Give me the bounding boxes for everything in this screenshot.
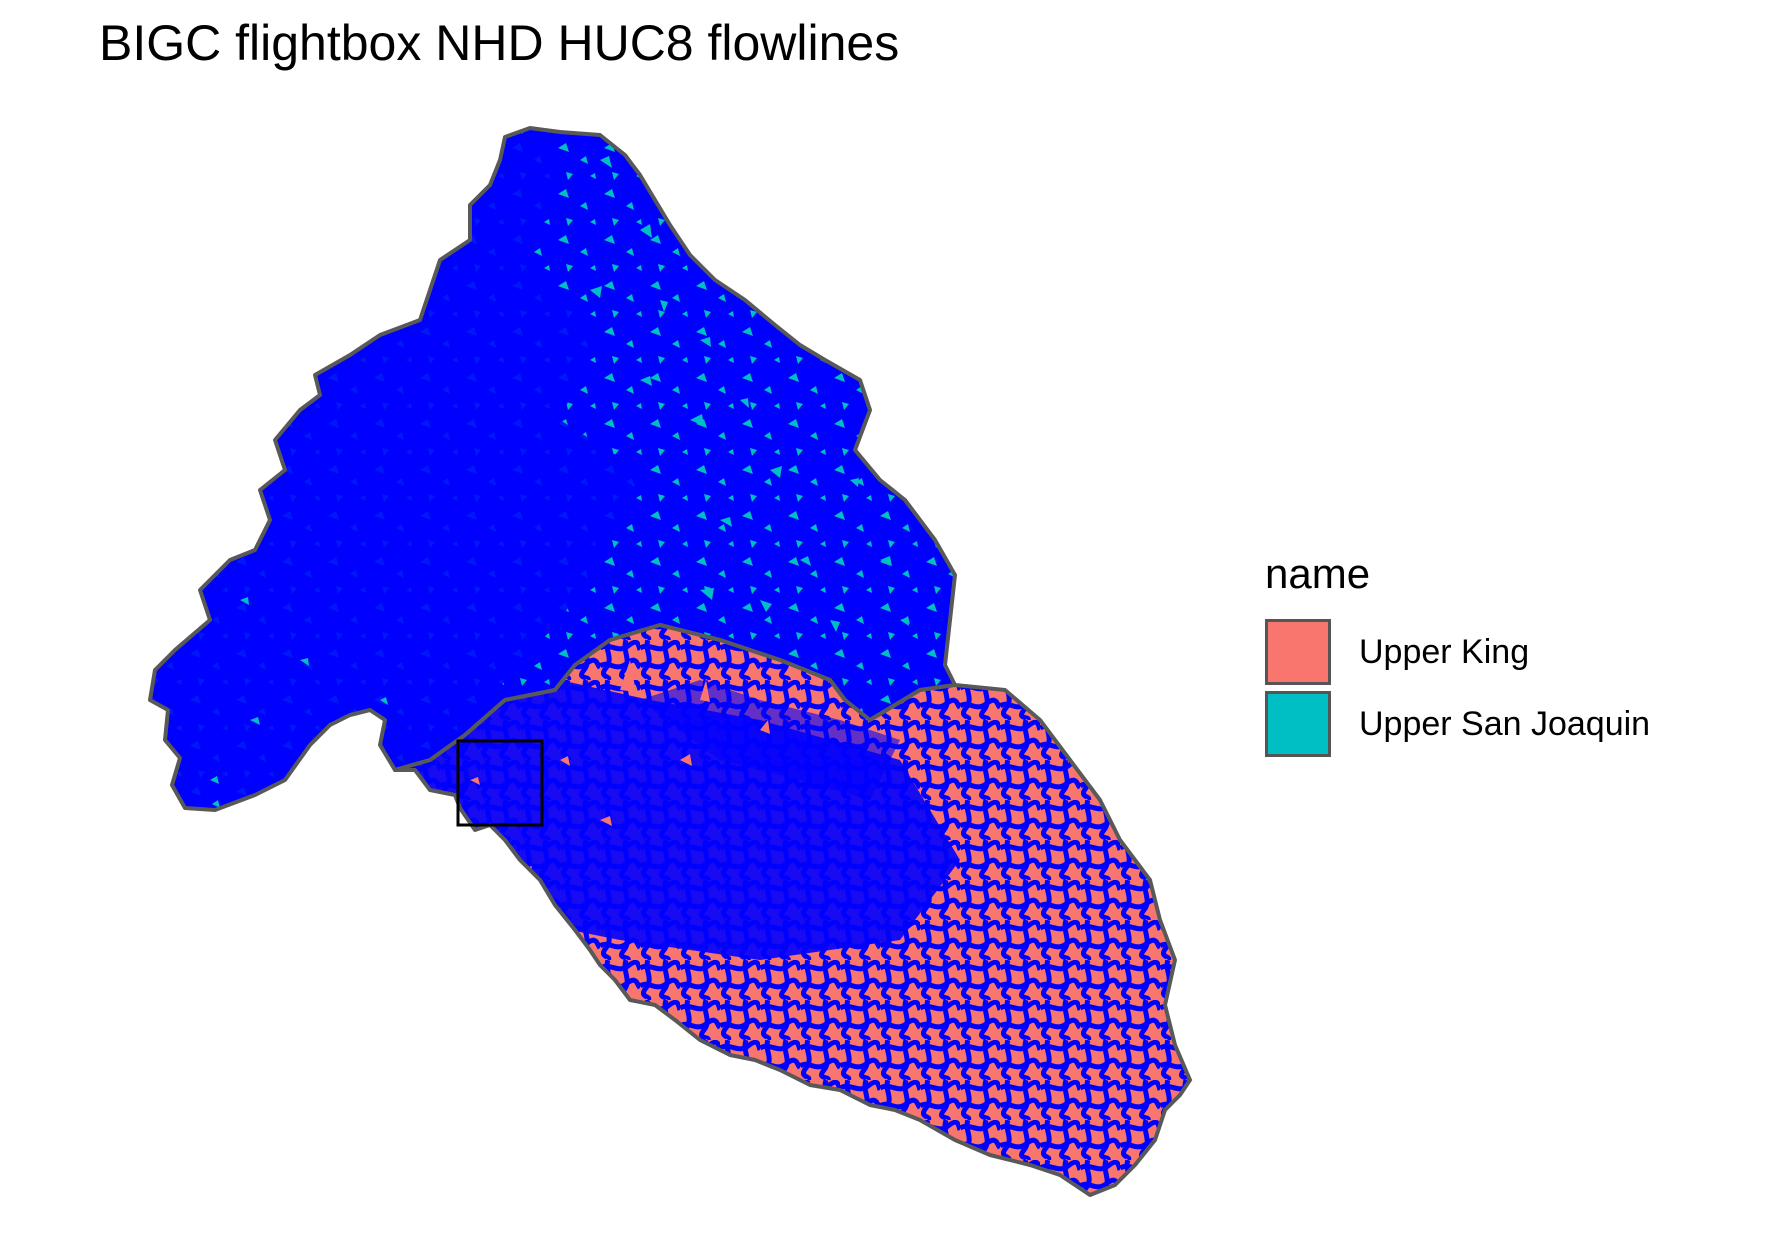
- legend-title: name: [1265, 550, 1650, 598]
- legend-label-upper-san-joaquin: Upper San Joaquin: [1359, 705, 1650, 744]
- legend-item-upper-san-joaquin: Upper San Joaquin: [1265, 688, 1650, 760]
- legend-swatch-upper-king: [1265, 619, 1331, 685]
- legend: name Upper King Upper San Joaquin: [1265, 550, 1650, 760]
- upper-king-basin: [380, 625, 1190, 1195]
- legend-label-upper-king: Upper King: [1359, 633, 1529, 672]
- legend-item-upper-king: Upper King: [1265, 616, 1650, 688]
- legend-swatch-upper-san-joaquin: [1265, 691, 1331, 757]
